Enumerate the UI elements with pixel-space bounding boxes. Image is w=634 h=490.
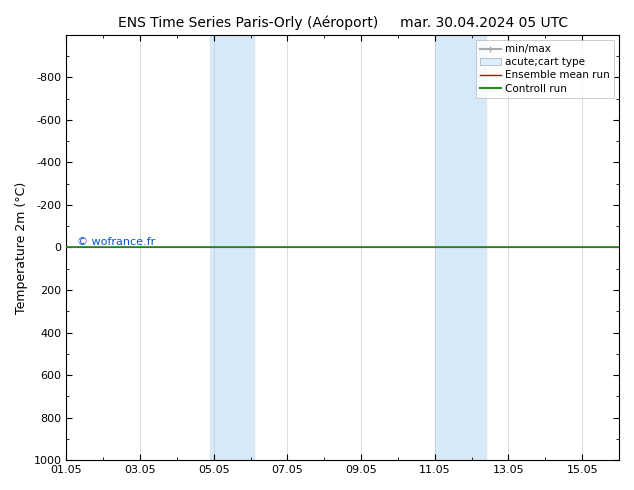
Legend: min/max, acute;cart type, Ensemble mean run, Controll run: min/max, acute;cart type, Ensemble mean …: [476, 40, 614, 98]
Bar: [232, 35, 254, 460]
Y-axis label: Temperature 2m (°C): Temperature 2m (°C): [15, 181, 28, 314]
Bar: [435, 35, 460, 460]
Text: © wofrance.fr: © wofrance.fr: [77, 238, 156, 247]
Bar: [460, 35, 486, 460]
Title: ENS Time Series Paris-Orly (Aéroport)     mar. 30.04.2024 05 UTC: ENS Time Series Paris-Orly (Aéroport) ma…: [118, 15, 568, 29]
Bar: [210, 35, 232, 460]
